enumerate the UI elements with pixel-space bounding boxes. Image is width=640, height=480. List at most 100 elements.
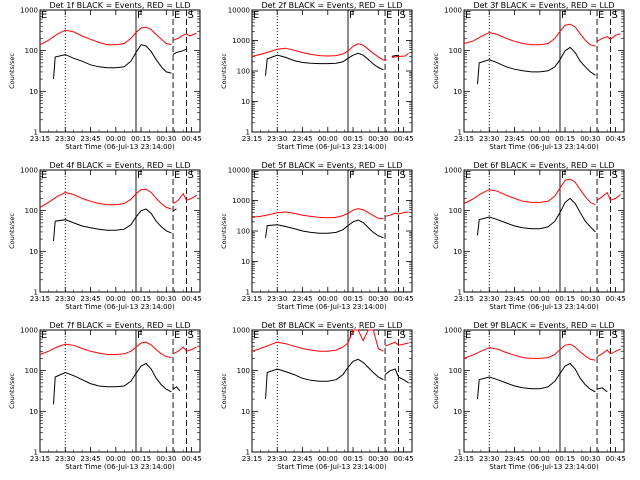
marker-label: F [137, 10, 143, 21]
x-axis-label: Start Time (06-Jul-13 23:14:00) [277, 143, 387, 151]
x-tick-label: 00:15 [131, 455, 151, 463]
y-tick-label: 1 [458, 129, 462, 137]
marker-label: E [41, 330, 47, 341]
series-lld-line [172, 346, 197, 355]
x-tick-label: 00:00 [530, 135, 550, 143]
detector-panel-8: Det 8f BLACK = Events, RED = LLD 1 10 100 10… [220, 321, 414, 471]
detector-panel-3: Det 3f BLACK = Events, RED = LLD 1 10 100 10… [432, 1, 626, 151]
series-events-line [477, 362, 596, 400]
y-tick-label: 100 [25, 47, 38, 55]
series-events-line [53, 208, 172, 242]
series-events-line [53, 362, 172, 405]
marker-label: S [400, 10, 406, 21]
marker-label: F [349, 170, 355, 181]
panel-title: Det 3f BLACK = Events, RED = LLD [473, 1, 614, 10]
y-tick-label: 1 [246, 129, 250, 137]
marker-label: E [253, 170, 259, 181]
panel-title: Det 4f BLACK = Events, RED = LLD [49, 161, 190, 170]
series-lld-line [251, 329, 384, 352]
series-events-line [596, 387, 608, 393]
marker-label: F [561, 10, 567, 21]
x-tick-label: 23:30 [267, 295, 287, 303]
x-axis-label: Start Time (06-Jul-13 23:14:00) [489, 143, 599, 151]
plot-frame [463, 169, 625, 293]
marker-label: F [561, 330, 567, 341]
marker-label: S [400, 330, 406, 341]
series-events-line [53, 44, 172, 80]
x-tick-label: 00:45 [393, 455, 413, 463]
plot-frame [251, 329, 413, 453]
x-axis-label: Start Time (06-Jul-13 23:14:00) [65, 303, 175, 311]
series-lld-line [39, 188, 172, 210]
series-lld-line [39, 26, 172, 46]
x-tick-label: 00:15 [343, 455, 363, 463]
marker-label: E [386, 10, 392, 21]
x-tick-label: 00:00 [106, 295, 126, 303]
y-tick-label: 100 [237, 228, 250, 236]
x-tick-label: 00:30 [580, 455, 600, 463]
y-tick-label: 10 [453, 88, 462, 96]
y-tick-label: 100 [237, 367, 250, 375]
series-lld-line [384, 341, 409, 347]
x-tick-label: 00:30 [368, 295, 388, 303]
y-tick-label: 10 [453, 408, 462, 416]
y-axis-label: Counts/sec [432, 213, 440, 249]
x-tick-label: 00:15 [555, 135, 575, 143]
marker-label: F [349, 330, 355, 341]
x-tick-label: 23:15 [30, 295, 50, 303]
y-axis-label: Counts/sec [8, 53, 16, 89]
y-tick-label: 100 [449, 207, 462, 215]
y-tick-label: 1 [34, 289, 38, 297]
x-tick-label: 00:00 [106, 135, 126, 143]
marker-label: F [349, 10, 355, 21]
x-tick-label: 00:45 [181, 295, 201, 303]
plot-frame [251, 9, 413, 133]
series-lld-line [172, 192, 197, 204]
series-events-line [391, 54, 399, 57]
series-events-line [265, 219, 384, 239]
x-tick-label: 23:15 [30, 135, 50, 143]
y-axis-label: Counts/sec [220, 373, 228, 409]
x-tick-label: 00:45 [605, 135, 625, 143]
x-tick-label: 23:45 [504, 295, 524, 303]
marker-label: S [612, 170, 618, 181]
plot-frame [39, 329, 201, 453]
panel-title: Det 7f BLACK = Events, RED = LLD [49, 321, 190, 330]
y-axis-label: Counts/sec [220, 53, 228, 89]
panel-title: Det 2f BLACK = Events, RED = LLD [261, 1, 402, 10]
marker-label: E [386, 170, 392, 181]
series-lld-line [463, 23, 596, 47]
x-tick-label: 23:45 [80, 135, 100, 143]
y-tick-label: 1 [458, 449, 462, 457]
x-axis-label: Start Time (06-Jul-13 23:14:00) [277, 303, 387, 311]
y-tick-label: 1 [246, 289, 250, 297]
x-tick-label: 23:45 [504, 135, 524, 143]
x-tick-label: 00:30 [368, 455, 388, 463]
series-lld-line [596, 33, 621, 42]
x-tick-label: 23:45 [292, 455, 312, 463]
x-tick-label: 00:30 [156, 135, 176, 143]
x-tick-label: 23:15 [242, 455, 262, 463]
marker-label: E [41, 10, 47, 21]
detector-panel-2: Det 2f BLACK = Events, RED = LLD 1 10 100 10… [220, 1, 414, 151]
y-tick-label: 100 [237, 68, 250, 76]
y-tick-label: 1000 [232, 327, 250, 335]
x-tick-label: 23:30 [267, 455, 287, 463]
y-axis-label: Counts/sec [220, 213, 228, 249]
marker-label: S [188, 330, 194, 341]
series-events-line [384, 368, 409, 384]
y-tick-label: 1000 [444, 7, 462, 15]
x-tick-label: 00:45 [181, 455, 201, 463]
y-tick-label: 1000 [232, 197, 250, 205]
x-tick-label: 00:00 [318, 135, 338, 143]
x-tick-label: 00:15 [555, 455, 575, 463]
x-tick-label: 00:45 [605, 455, 625, 463]
y-tick-label: 1 [34, 449, 38, 457]
x-axis-label: Start Time (06-Jul-13 23:14:00) [65, 463, 175, 471]
x-tick-label: 00:45 [393, 135, 413, 143]
y-tick-label: 100 [449, 367, 462, 375]
x-axis-label: Start Time (06-Jul-13 23:14:00) [489, 303, 599, 311]
series-lld-line [172, 32, 197, 41]
marker-label: S [612, 330, 618, 341]
marker-label: E [465, 170, 471, 181]
